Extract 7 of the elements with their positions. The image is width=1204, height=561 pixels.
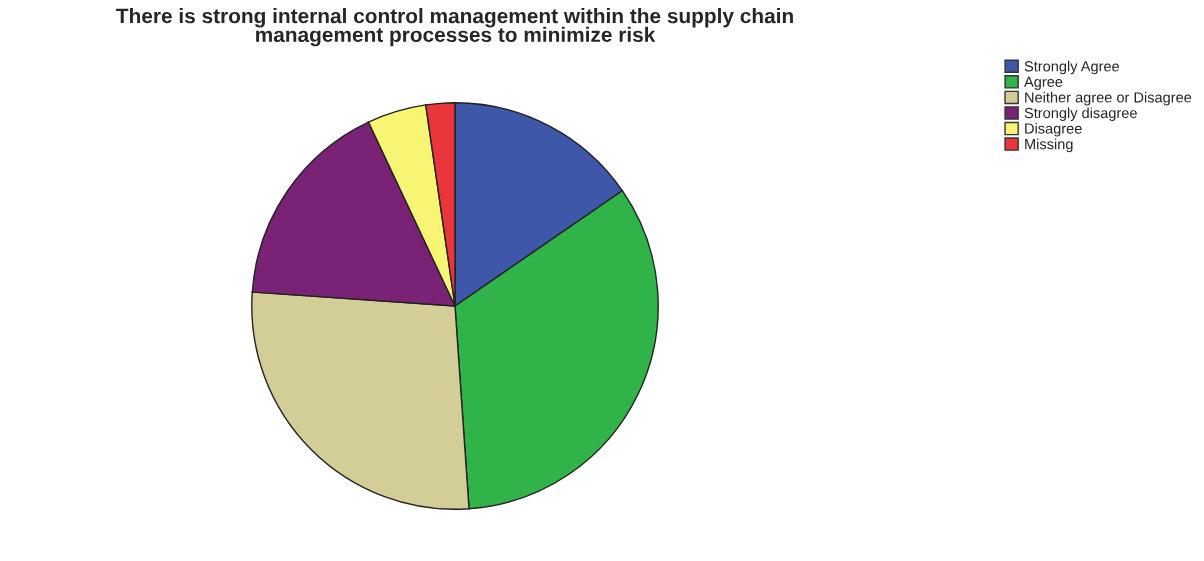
legend-label: Strongly Agree (1024, 60, 1120, 75)
legend-label: Missing (1025, 138, 1073, 153)
legend-label: Strongly disagree (1024, 107, 1137, 122)
legend-label: Agree (1024, 76, 1063, 90)
legend-label: Disagree (1025, 122, 1082, 137)
chart-title: There is strong internal control management within the supply chain management processes to minimize risk (116, 8, 793, 47)
legend-label: Neither agree or Disagree (1025, 91, 1192, 106)
